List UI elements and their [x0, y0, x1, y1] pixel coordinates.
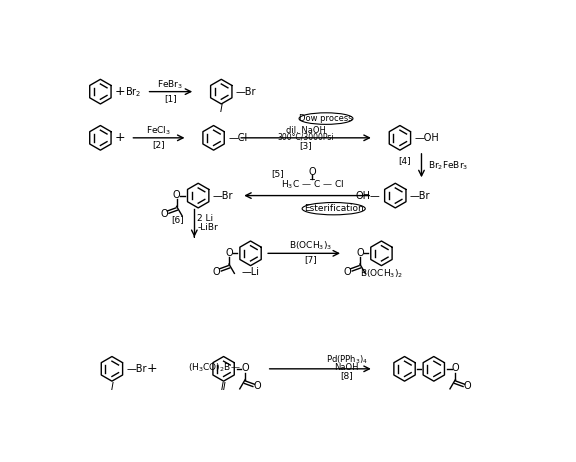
Text: —Br: —Br	[236, 87, 256, 97]
Text: Br$_2$: Br$_2$	[126, 85, 142, 98]
Text: O: O	[452, 363, 459, 373]
Text: 2 Li: 2 Li	[198, 214, 214, 223]
Text: —Cl: —Cl	[228, 133, 248, 143]
Text: O: O	[253, 381, 262, 391]
Text: Pd(PPh$_3$)$_4$: Pd(PPh$_3$)$_4$	[326, 353, 367, 366]
Text: FeCl$_3$: FeCl$_3$	[146, 125, 172, 137]
Text: I: I	[220, 104, 223, 114]
Text: +: +	[147, 362, 157, 375]
Text: —Br: —Br	[410, 191, 430, 201]
Text: I: I	[111, 382, 113, 391]
Text: -LiBr: -LiBr	[198, 223, 218, 231]
Text: Br$_2$FeBr$_3$: Br$_2$FeBr$_3$	[427, 159, 468, 172]
Text: +: +	[114, 131, 125, 144]
Text: O: O	[213, 267, 221, 277]
Text: [2]: [2]	[153, 140, 165, 149]
Text: [4]: [4]	[398, 157, 411, 165]
Text: (H$_3$CO)$_2$B—: (H$_3$CO)$_2$B—	[188, 361, 241, 374]
Text: O: O	[344, 267, 351, 277]
Text: dil. NaOH: dil. NaOH	[286, 126, 326, 134]
Text: O: O	[308, 168, 316, 177]
Text: O: O	[356, 248, 363, 257]
Text: FeBr$_3$: FeBr$_3$	[157, 79, 184, 91]
Text: O: O	[241, 363, 249, 373]
Text: B(OCH$_3$)$_3$: B(OCH$_3$)$_3$	[289, 239, 332, 252]
Text: O: O	[225, 248, 233, 257]
Text: —Li: —Li	[241, 267, 260, 277]
Text: NaOH: NaOH	[335, 363, 359, 372]
Text: [7]: [7]	[304, 255, 317, 264]
Text: Dow process: Dow process	[299, 114, 353, 123]
Text: 300°C/3000Psi: 300°C/3000Psi	[278, 133, 334, 141]
Text: +: +	[114, 85, 125, 98]
Text: [3]: [3]	[300, 141, 312, 150]
Text: II: II	[221, 382, 226, 391]
Text: —OH: —OH	[415, 133, 439, 143]
Text: H$_3$C — C — Cl: H$_3$C — C — Cl	[281, 178, 344, 191]
Text: [6]: [6]	[171, 215, 184, 224]
Text: [8]: [8]	[340, 371, 353, 380]
Text: [1]: [1]	[164, 94, 177, 103]
Text: OH—: OH—	[356, 191, 381, 201]
Text: —Br: —Br	[127, 364, 147, 374]
Text: —Br: —Br	[213, 191, 233, 201]
Text: O: O	[173, 190, 180, 200]
Text: B(OCH$_3$)$_2$: B(OCH$_3$)$_2$	[360, 267, 403, 280]
Text: Esterification: Esterification	[304, 204, 363, 213]
Text: [5]: [5]	[271, 170, 284, 178]
Text: O: O	[161, 209, 168, 219]
Text: O: O	[464, 381, 472, 391]
